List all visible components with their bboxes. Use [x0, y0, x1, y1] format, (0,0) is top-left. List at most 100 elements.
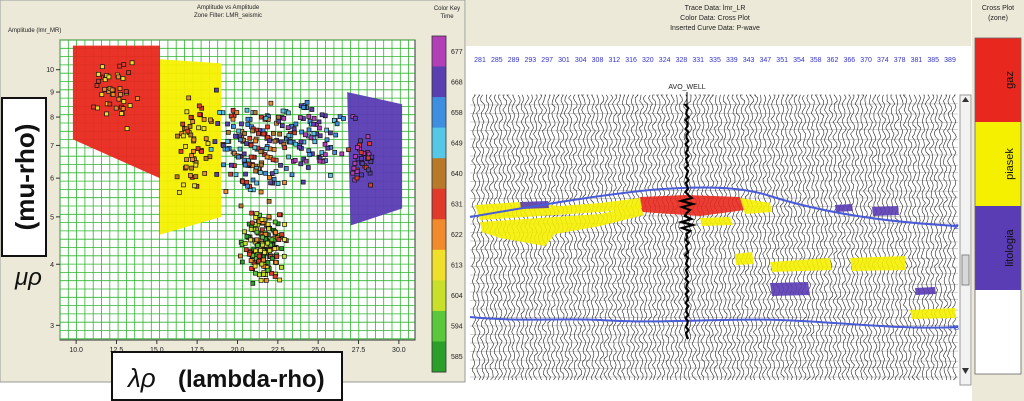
data-point: [271, 131, 276, 136]
lambda-rho-label: (lambda-rho): [178, 366, 325, 393]
data-point: [242, 162, 248, 168]
data-point: [120, 76, 126, 81]
reflector-line: [469, 240, 959, 243]
data-point: [272, 274, 278, 279]
data-point: [269, 171, 275, 176]
data-point: [225, 130, 231, 135]
seismic-trace: [621, 94, 627, 381]
data-point: [188, 173, 193, 178]
seismic-trace: [898, 94, 904, 381]
data-point: [306, 127, 312, 133]
data-point: [293, 121, 299, 127]
seismic-trace: [704, 94, 711, 381]
data-point: [203, 156, 209, 161]
data-point: [181, 182, 186, 188]
trace-number: 308: [592, 57, 604, 64]
data-point: [258, 248, 263, 253]
seismic-trace: [929, 94, 935, 381]
data-point: [96, 71, 101, 77]
data-point: [193, 174, 199, 179]
mu-rho-symbol: μρ: [14, 264, 42, 291]
data-point: [225, 121, 230, 127]
data-point: [269, 270, 274, 276]
seismic-trace: [700, 94, 706, 381]
x-tick-label: 27.5: [352, 347, 366, 354]
seismic-trace: [805, 94, 812, 381]
seismic-trace: [863, 94, 869, 381]
data-point: [317, 158, 323, 164]
x-tick-label: 12.5: [110, 347, 124, 354]
data-point: [205, 141, 211, 146]
seismic-trace: [673, 94, 680, 381]
data-point: [243, 247, 249, 253]
scroll-up-arrow-icon[interactable]: [962, 97, 969, 102]
zone-legend-bar: gaz piasek litologia: [974, 37, 1022, 375]
data-point: [248, 258, 254, 263]
reflector-line: [469, 138, 959, 141]
data-point: [175, 133, 180, 139]
y-axis-ticks: 3 4 5 6 7 8 9 10: [46, 67, 60, 330]
trace-number: 370: [860, 57, 872, 64]
seismic-trace: [594, 94, 600, 381]
trace-number: 362: [827, 57, 839, 64]
data-point: [352, 160, 358, 166]
data-point: [279, 123, 285, 129]
data-point: [117, 86, 123, 91]
data-point: [272, 138, 278, 144]
data-point: [258, 149, 264, 155]
data-point: [264, 154, 270, 160]
data-point: [263, 115, 269, 121]
data-point: [367, 141, 373, 147]
seismic-trace: [651, 94, 658, 381]
data-point: [260, 234, 265, 240]
zone-anomaly-patch: [770, 258, 832, 272]
color-key-tick-label: 631: [451, 202, 463, 209]
zone-anomaly-patch: [700, 217, 733, 226]
data-point: [246, 251, 252, 257]
data-point: [267, 248, 273, 254]
vertical-scrollbar[interactable]: [959, 94, 972, 386]
scroll-thumb[interactable]: [961, 254, 970, 286]
reflector-line: [469, 359, 959, 362]
data-point: [185, 128, 191, 134]
legend-swatch: [975, 290, 1021, 374]
lambda-rho-symbol: λρ: [126, 363, 156, 393]
data-point: [341, 116, 346, 121]
data-point: [178, 149, 184, 154]
data-point: [250, 281, 256, 286]
data-point: [123, 89, 129, 94]
seismic-trace: [585, 94, 592, 381]
data-point: [256, 131, 261, 136]
seismic-window: Trace Data: lmr_LR Color Data: Cross Plo…: [466, 0, 1024, 401]
x-tick-label: 15.0: [150, 347, 164, 354]
data-point: [236, 154, 241, 160]
seismic-trace: [757, 94, 763, 381]
color-key-tick-label: 613: [451, 263, 463, 270]
data-point: [238, 203, 244, 209]
zone-anomaly-patch: [835, 204, 853, 212]
data-point: [272, 246, 278, 252]
data-point: [237, 146, 243, 152]
data-point: [126, 70, 131, 76]
data-point: [250, 128, 255, 134]
data-point: [107, 101, 113, 107]
data-point: [322, 141, 328, 147]
reflector-line: [469, 342, 959, 344]
reflector-line: [469, 215, 959, 217]
seismic-trace: [682, 94, 688, 381]
crossplot-subtitle: Zone Filter: LMR_seismic: [194, 13, 262, 19]
seismic-trace: [770, 94, 776, 381]
data-point: [273, 259, 279, 265]
y-tick-label: 9: [50, 90, 54, 97]
data-point: [254, 229, 260, 235]
reflector-line: [469, 367, 959, 369]
seismic-trace: [687, 94, 693, 381]
data-point: [116, 96, 122, 102]
data-point: [352, 115, 358, 121]
data-point: [225, 138, 231, 144]
data-point: [258, 170, 263, 175]
seismic-trace: [797, 94, 803, 381]
scroll-down-arrow-icon[interactable]: [962, 368, 969, 374]
data-point: [263, 170, 268, 176]
horizon-h2: [469, 186, 959, 227]
